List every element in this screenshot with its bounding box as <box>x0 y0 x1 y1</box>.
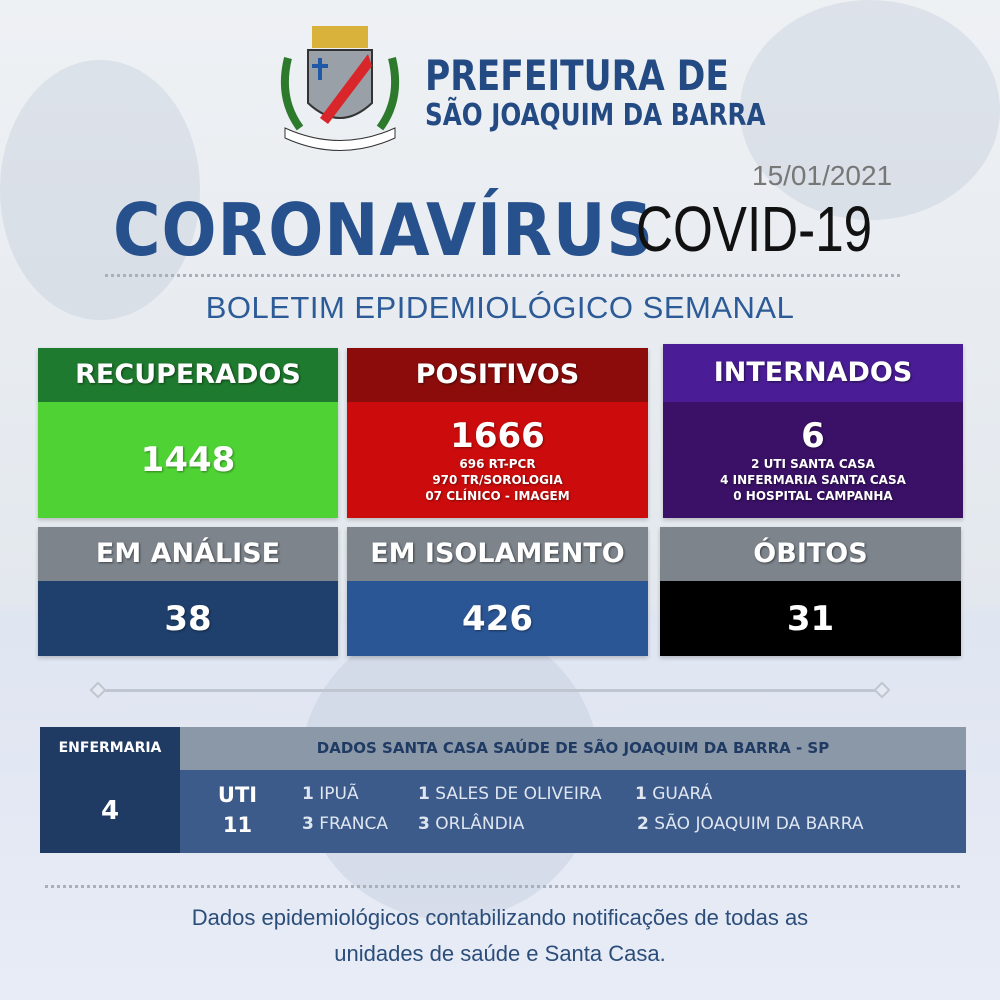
card-value: 31 <box>786 598 835 639</box>
city-count: 3 ORLÂNDIA <box>418 814 524 834</box>
city-count: 1 IPUÃ <box>302 784 359 804</box>
card-value: 38 <box>164 598 212 639</box>
footer-line1: Dados epidemiológicos contabilizando not… <box>191 905 809 930</box>
card-value: 426 <box>462 598 533 639</box>
footer-line2: unidades de saúde e Santa Casa. <box>334 941 666 966</box>
city-name: GUARÁ <box>652 784 713 804</box>
brand-line1: PREFEITURA DE <box>425 51 729 100</box>
city-name: SÃO JOAQUIM DA BARRA <box>654 814 864 834</box>
city-count-number: 1 <box>635 784 647 804</box>
virus-bg <box>740 0 1000 220</box>
subtitle: BOLETIM EPIDEMIOLÓGICO SEMANAL <box>205 290 795 325</box>
card-em-analise: EM ANÁLISE 38 <box>38 527 338 656</box>
city-coat-of-arms-logo <box>280 26 400 151</box>
card-detail: 970 TR/SOROLOGIA <box>432 473 563 487</box>
city-count-number: 2 <box>637 814 649 834</box>
card-label: ÓBITOS <box>660 527 961 581</box>
card-positivos: POSITIVOS 1666 696 RT-PCR 970 TR/SOROLOGIA… <box>347 348 648 518</box>
city-count-number: 3 <box>418 814 430 834</box>
divider-diamond <box>873 681 891 699</box>
dotted-divider <box>45 885 960 888</box>
card-label: INTERNADOS <box>663 344 963 402</box>
city-count: 1 GUARÁ <box>635 784 712 804</box>
card-label: POSITIVOS <box>347 348 648 402</box>
footer-note: Dados epidemiológicos contabilizando not… <box>0 900 1000 972</box>
title-coronavirus: CORONAVÍRUS <box>113 188 654 272</box>
card-label: EM ANÁLISE <box>38 527 338 581</box>
dotted-divider <box>105 274 900 277</box>
card-detail: 4 INFERMARIA SANTA CASA <box>720 473 906 487</box>
card-detail: 0 HOSPITAL CAMPANHA <box>733 489 893 503</box>
card-recuperados: RECUPERADOS 1448 <box>38 348 338 518</box>
city-count-number: 1 <box>418 784 430 804</box>
uti-label: UTI <box>217 783 258 807</box>
bulletin-date: 15/01/2021 <box>752 160 893 191</box>
card-detail: 696 RT-PCR <box>459 457 536 471</box>
uti-value: 11 <box>222 813 253 837</box>
city-name: SALES DE OLIVEIRA <box>435 784 602 804</box>
card-label: RECUPERADOS <box>38 348 338 402</box>
enfermaria-label: ENFERMARIA <box>40 727 180 770</box>
card-em-isolamento: EM ISOLAMENTO 426 <box>347 527 648 656</box>
city-count-number: 1 <box>302 784 314 804</box>
title-covid19: COVID-19 <box>636 193 873 265</box>
santa-casa-table: ENFERMARIA DADOS SANTA CASA SAÚDE DE SÃO… <box>40 727 966 853</box>
city-count: 1 SALES DE OLIVEIRA <box>418 784 602 804</box>
card-detail: 2 UTI SANTA CASA <box>751 457 875 471</box>
uti-panel: UTI 11 1 IPUÃ 1 SALES DE OLIVEIRA 1 GUARÁ 3… <box>180 770 966 853</box>
city-name: FRANCA <box>319 814 388 834</box>
card-label: EM ISOLAMENTO <box>347 527 648 581</box>
brand-title: PREFEITURA DE SÃO JOAQUIM DA BARRA <box>425 55 766 131</box>
city-count-number: 3 <box>302 814 314 834</box>
card-value: 1448 <box>140 440 236 480</box>
city-name: IPUÃ <box>319 784 359 804</box>
city-count: 2 SÃO JOAQUIM DA BARRA <box>637 814 864 834</box>
card-detail: 07 CLÍNICO - IMAGEM <box>425 489 570 503</box>
divider-line <box>95 689 885 692</box>
card-obitos: ÓBITOS 31 <box>660 527 961 656</box>
divider-diamond <box>89 681 107 699</box>
city-count: 3 FRANCA <box>302 814 388 834</box>
brand-line2: SÃO JOAQUIM DA BARRA <box>425 98 766 133</box>
card-value: 1666 <box>450 416 545 456</box>
card-value: 6 <box>801 416 825 456</box>
city-name: ORLÂNDIA <box>435 814 525 834</box>
santa-casa-title: DADOS SANTA CASA SAÚDE DE SÃO JOAQUIM DA… <box>180 727 966 770</box>
enfermaria-value: 4 <box>40 770 180 853</box>
